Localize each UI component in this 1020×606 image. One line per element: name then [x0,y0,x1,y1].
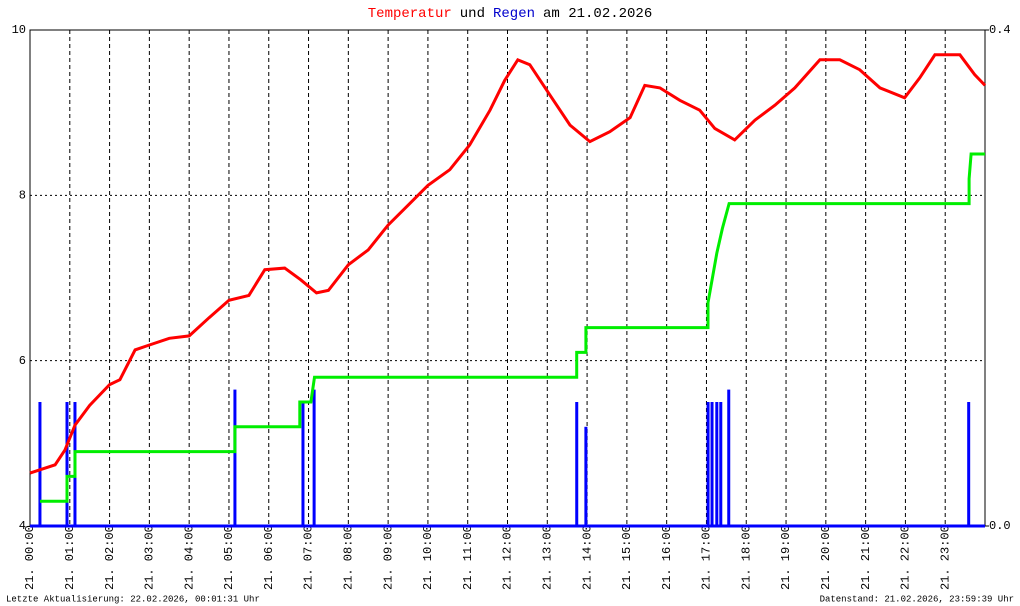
x-tick-label: 21. 16:00 [660,525,674,590]
title-part: am 21.02.2026 [543,6,652,22]
chart-title: Temperatur und Regen am 21.02.2026 [368,6,652,22]
x-tick-label: 21. 07:00 [302,525,316,590]
x-tick-label: 21. 17:00 [700,525,714,590]
x-tick-label: 21. 14:00 [580,525,594,590]
x-tick-label: 21. 19:00 [779,525,793,590]
x-tick-label: 21. 15:00 [620,525,634,590]
rain-bar [301,402,305,526]
y-tick-label: 8 [19,189,26,203]
rain-bar [38,402,42,526]
title-part: Regen [493,6,535,22]
y-tick-label: 4 [19,519,26,533]
x-tick-label: 21. 18:00 [739,525,753,590]
footer-right: Datenstand: 21.02.2026, 23:59:39 Uhr [820,594,1014,604]
rain-bar [312,389,316,526]
x-tick-label: 21. 13:00 [540,525,554,590]
x-tick-label: 21. 21:00 [859,525,873,590]
rain-bar [65,402,69,526]
rain-bar [706,402,710,526]
x-tick-label: 21. 10:00 [421,525,435,590]
x-tick-label: 21. 23:00 [938,525,952,590]
y-tick-label: 6 [19,354,26,368]
rain-bar [727,389,731,526]
rain-bar [584,426,588,526]
rain-bar [233,389,237,526]
rain-bar [575,402,579,526]
y-tick-label: 10 [12,23,26,37]
footer-left: Letzte Aktualisierung: 22.02.2026, 00:01… [6,594,260,604]
data-line [29,53,987,475]
y2-tick-label: 0.4 [989,23,1011,37]
x-tick-label: 21. 11:00 [461,525,475,590]
rain-bar [710,402,714,526]
x-tick-label: 21. 00:00 [23,525,37,590]
title-part: Temperatur [368,6,452,22]
x-tick-label: 21. 02:00 [103,525,117,590]
y2-tick-label: 0.0 [989,519,1011,533]
x-tick-label: 21. 03:00 [143,525,157,590]
rain-bar [719,402,723,526]
x-tick-label: 21. 04:00 [182,525,196,590]
x-tick-label: 21. 12:00 [501,525,515,590]
x-tick-label: 21. 22:00 [899,525,913,590]
x-tick-label: 21. 06:00 [262,525,276,590]
rain-bar [715,402,719,526]
title-part: und [460,6,485,22]
x-tick-label: 21. 01:00 [63,525,77,590]
x-tick-label: 21. 08:00 [342,525,356,590]
rain-bar [967,402,971,526]
x-tick-label: 21. 05:00 [222,525,236,590]
x-tick-label: 21. 09:00 [381,525,395,590]
x-tick-label: 21. 20:00 [819,525,833,590]
data-line [39,152,985,503]
